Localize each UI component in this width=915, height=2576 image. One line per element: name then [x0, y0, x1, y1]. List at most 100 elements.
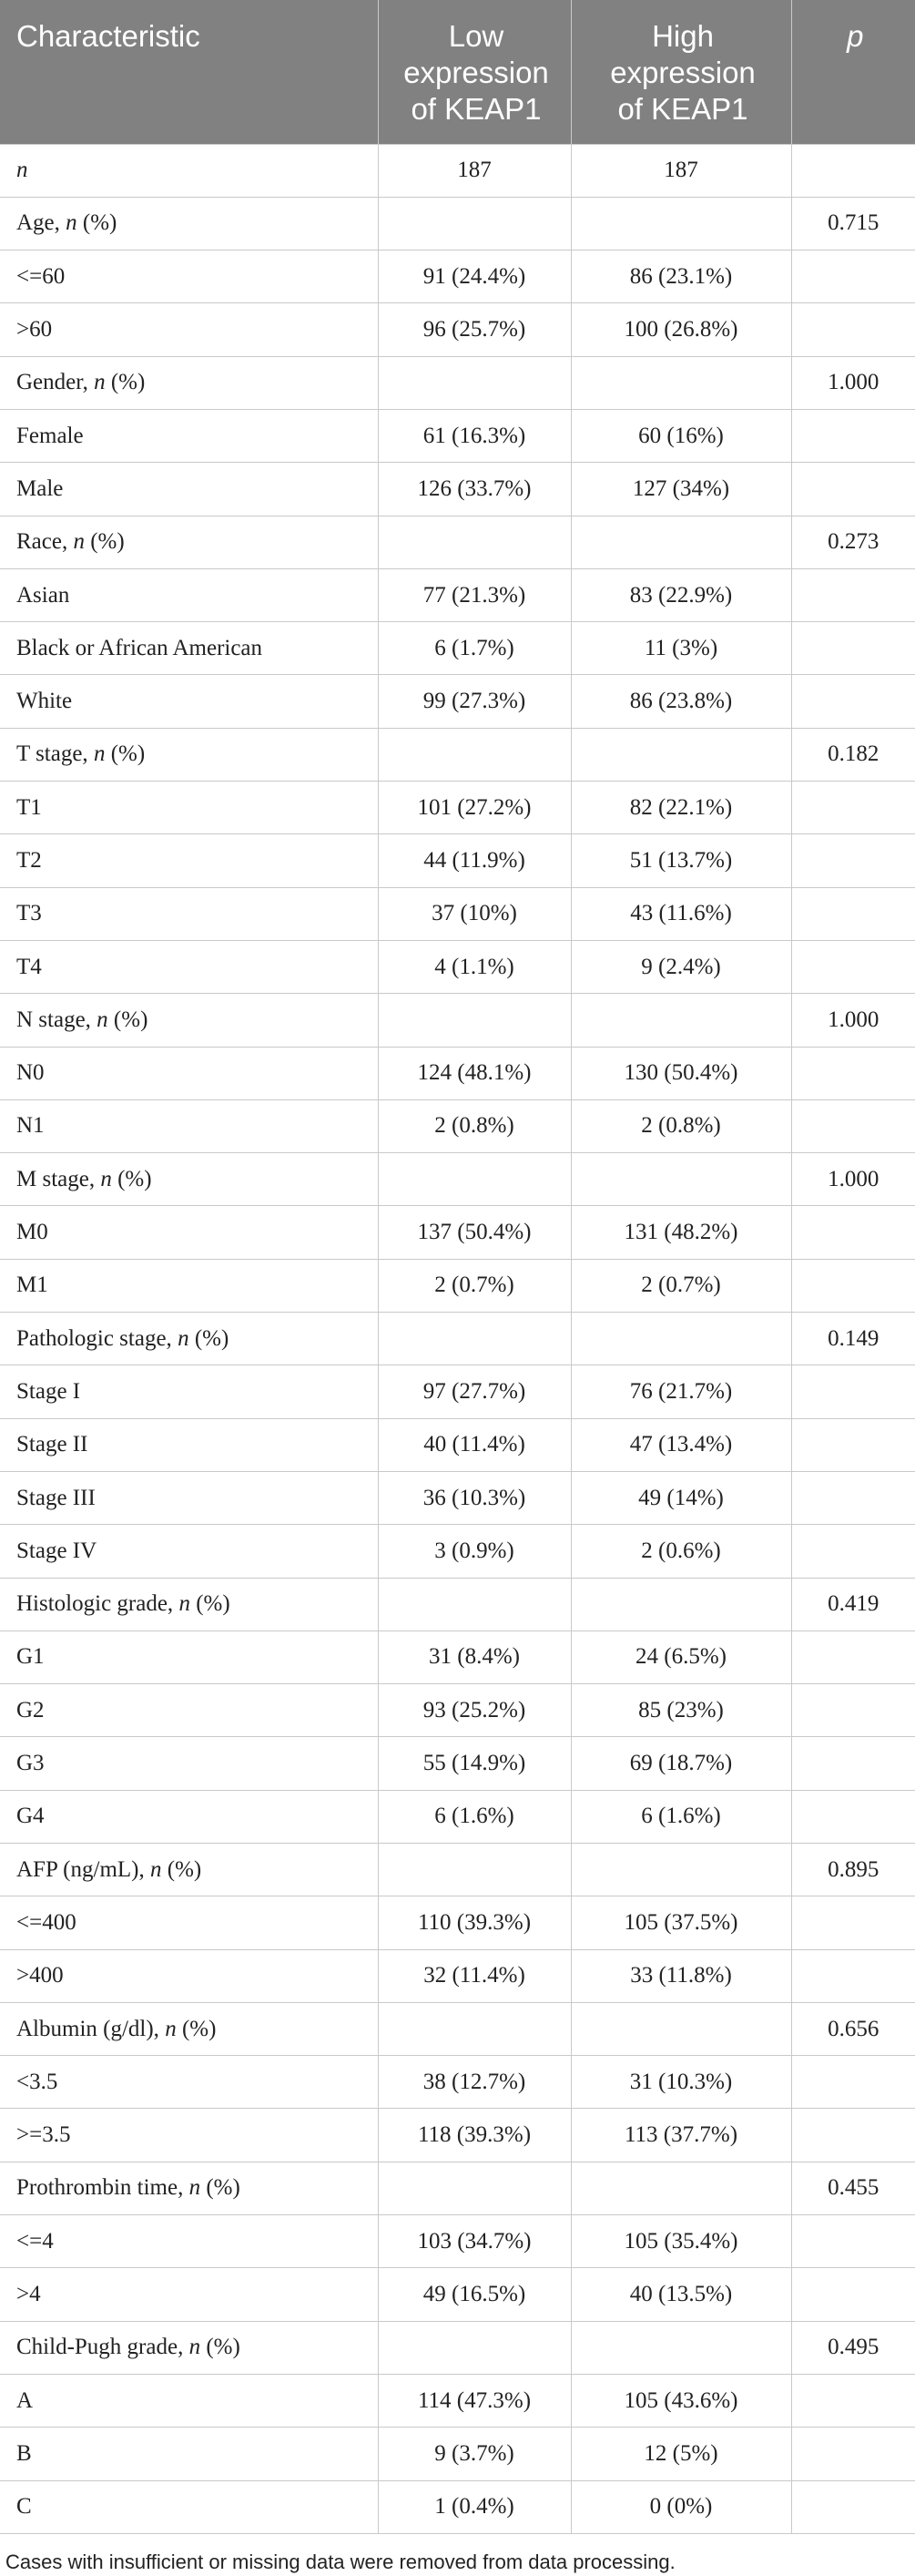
low-expression-cell: 31 (8.4%)	[377, 1630, 572, 1685]
row-label: Stage IV	[0, 1524, 379, 1579]
row-label-suffix: (%)	[176, 2016, 217, 2041]
row-label-suffix: (%)	[200, 2335, 240, 2360]
table-row: C 1 (0.4%) 0 (0%)	[0, 2479, 915, 2534]
high-expression-cell	[570, 2161, 792, 2216]
high-expression-cell: 31 (10.3%)	[570, 2055, 792, 2110]
low-expression-cell: 40 (11.4%)	[377, 1417, 572, 1472]
high-expression-cell: 187	[570, 143, 792, 198]
row-label-text: M stage,	[16, 1166, 101, 1191]
low-expression-cell: 2 (0.8%)	[377, 1099, 572, 1154]
table-row: Stage II 40 (11.4%) 47 (13.4%)	[0, 1417, 915, 1472]
row-label-text: <3.5	[16, 2069, 58, 2094]
low-expression-cell: 37 (10%)	[377, 886, 572, 941]
high-expression-cell: 86 (23.8%)	[570, 674, 792, 729]
high-expression-cell: 82 (22.1%)	[570, 781, 792, 835]
low-expression-cell: 96 (25.7%)	[377, 302, 572, 357]
table-row: <=60 91 (24.4%) 86 (23.1%)	[0, 250, 915, 304]
header-p-value: p	[791, 0, 915, 144]
p-value-cell	[790, 1046, 915, 1100]
table-row: Female 61 (16.3%) 60 (16%)	[0, 408, 915, 464]
low-expression-cell: 124 (48.1%)	[377, 1046, 572, 1100]
high-expression-cell	[570, 727, 792, 782]
low-expression-cell: 61 (16.3%)	[377, 408, 572, 464]
low-expression-cell: 44 (11.9%)	[377, 833, 572, 888]
table-row: M stage, n (%) 1.000	[0, 1152, 915, 1207]
low-expression-cell: 6 (1.7%)	[377, 621, 572, 676]
p-value-cell	[790, 2267, 915, 2322]
row-label: M0	[0, 1205, 379, 1260]
p-value-cell: 0.273	[790, 515, 915, 569]
low-expression-cell: 32 (11.4%)	[377, 1948, 572, 2003]
row-label: >=3.5	[0, 2108, 379, 2162]
row-label-italic: n	[97, 1007, 108, 1032]
header-line: p	[847, 19, 864, 53]
high-expression-cell: 105 (35.4%)	[570, 2214, 792, 2269]
row-label-suffix: (%)	[111, 1166, 152, 1191]
low-expression-cell: 77 (21.3%)	[377, 567, 572, 623]
p-value-cell	[790, 1683, 915, 1738]
row-label-text: >=3.5	[16, 2122, 71, 2148]
p-value-cell	[790, 1524, 915, 1579]
row-label-text: White	[16, 689, 73, 714]
table-row: >=3.5 118 (39.3%) 113 (37.7%)	[0, 2108, 915, 2162]
table-row: AFP (ng/mL), n (%) 0.895	[0, 1842, 915, 1897]
low-expression-cell	[377, 196, 572, 251]
low-expression-cell: 3 (0.9%)	[377, 1524, 572, 1579]
row-label-text: Gender,	[16, 370, 95, 395]
table-row: >4 49 (16.5%) 40 (13.5%)	[0, 2267, 915, 2322]
p-value-cell	[790, 2479, 915, 2534]
row-label: Stage I	[0, 1365, 379, 1419]
row-label-italic: n	[178, 1591, 190, 1617]
table-row: M1 2 (0.7%) 2 (0.7%)	[0, 1258, 915, 1314]
table-row: n 187 187	[0, 143, 915, 198]
p-value-cell	[790, 1948, 915, 2003]
row-label: Age, n (%)	[0, 196, 379, 251]
row-label: T stage, n (%)	[0, 727, 379, 782]
row-label: <=400	[0, 1896, 379, 1950]
row-label-italic: n	[165, 2016, 177, 2041]
row-label-text: >60	[16, 317, 53, 342]
table-row: <=400 110 (39.3%) 105 (37.5%)	[0, 1896, 915, 1950]
p-value-cell	[790, 939, 915, 995]
low-expression-cell: 137 (50.4%)	[377, 1205, 572, 1260]
row-label: Stage II	[0, 1417, 379, 1472]
high-expression-cell: 105 (37.5%)	[570, 1896, 792, 1950]
low-expression-cell: 6 (1.6%)	[377, 1789, 572, 1845]
p-value-cell: 0.149	[790, 1312, 915, 1366]
row-label-text: >400	[16, 1963, 64, 1988]
row-label-text: Stage IV	[16, 1538, 97, 1563]
low-expression-cell: 4 (1.1%)	[377, 939, 572, 995]
low-expression-cell: 118 (39.3%)	[377, 2108, 572, 2162]
table-row: N stage, n (%) 1.000	[0, 993, 915, 1048]
low-expression-cell: 187	[377, 143, 572, 198]
high-expression-cell: 51 (13.7%)	[570, 833, 792, 888]
high-expression-cell	[570, 196, 792, 251]
p-value-cell	[790, 1258, 915, 1314]
low-expression-cell: 114 (47.3%)	[377, 2373, 572, 2428]
high-expression-cell: 11 (3%)	[570, 621, 792, 676]
table-row: <3.5 38 (12.7%) 31 (10.3%)	[0, 2055, 915, 2110]
row-label-text: Asian	[16, 582, 70, 608]
table-row: T2 44 (11.9%) 51 (13.7%)	[0, 833, 915, 888]
table-row: G2 93 (25.2%) 85 (23%)	[0, 1683, 915, 1738]
row-label: <=4	[0, 2214, 379, 2269]
row-label: T1	[0, 781, 379, 835]
low-expression-cell	[377, 2161, 572, 2216]
row-label-text: M1	[16, 1273, 48, 1298]
row-label-suffix: (%)	[105, 741, 146, 767]
high-expression-cell	[570, 993, 792, 1048]
p-value-cell	[790, 2055, 915, 2110]
header-low-expression: Low expression of KEAP1	[378, 0, 572, 144]
high-expression-cell: 83 (22.9%)	[570, 567, 792, 623]
p-value-cell	[790, 1417, 915, 1472]
row-label: AFP (ng/mL), n (%)	[0, 1842, 379, 1897]
row-label-text: G4	[16, 1804, 45, 1829]
row-label-italic: n	[73, 529, 85, 555]
row-label-suffix: (%)	[76, 210, 117, 236]
row-label-italic: n	[66, 210, 77, 236]
header-line: Low	[448, 19, 504, 53]
p-value-cell	[790, 567, 915, 623]
high-expression-cell: 85 (23%)	[570, 1683, 792, 1738]
row-label-text: AFP (ng/mL),	[16, 1856, 150, 1882]
